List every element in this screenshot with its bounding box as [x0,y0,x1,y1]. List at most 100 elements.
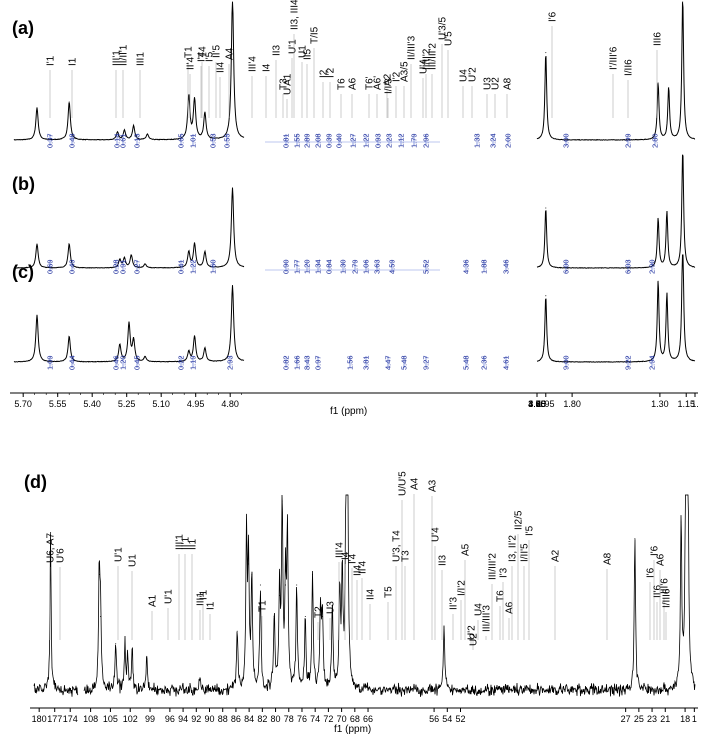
x-tick-label: 88 [218,714,228,724]
x-tick-label: 92 [191,714,201,724]
integral-value: 1.22 [189,259,198,274]
peak-label: T3 [279,78,290,90]
spectrum-peak [98,574,100,575]
peak-label: I3, II'2 [508,535,519,562]
integral-value: 2.23 [385,133,394,148]
spectrum-peak [246,538,247,540]
integral-value: 0.14 [113,133,122,148]
spectrum-trace [33,533,79,697]
spectrum-peak [232,285,233,286]
spectrum-peak [133,125,135,127]
x-tick-label: 78 [284,714,294,724]
peak-label: I2 [319,69,330,78]
x-tick-label: 86 [231,714,241,724]
peak-label: II/II'1 [119,44,130,66]
integral-value: 1.20 [119,355,128,370]
spectrum-peak [236,630,238,632]
integral-value: 0.69 [46,259,55,274]
x-tick-label: 180 [32,714,47,724]
integral-value: 2.94 [648,355,657,370]
top-x-axis: 5.70 5.55 5.40 5.25 5.10 4.95 4.80 4.654.504.35… [10,392,699,409]
peak-label: I1 [206,601,217,610]
integral-value: 0.39 [325,133,334,148]
integral-value: 0.27 [133,259,142,274]
spectrum-peak [100,616,101,617]
integral-value: 1.20 [303,259,312,274]
integral-value: 2.96 [422,133,431,148]
spectrum-peak [194,336,196,337]
x-tick-label: 52 [456,714,466,724]
integral-value: 0.84 [325,259,334,274]
spectrum-peak [657,217,659,219]
peak-label: II/II'2 [422,48,433,70]
x-tick-label: 174 [63,714,78,724]
x-tick-label: 108 [83,714,98,724]
spectrum-peak [304,616,306,617]
integral-value: 9.00 [562,355,571,370]
spectrum-peak [682,254,684,256]
spectrum-peak [144,263,146,265]
integral-value: 1.66 [293,355,302,370]
peak-label: III'6 [660,578,671,594]
integral-value: 0.41 [177,259,186,274]
integral-value: 6.03 [624,259,633,274]
x-tick-label: 4.95 [187,399,205,409]
x-tick-label: 5.40 [83,399,101,409]
spectrum-peak [251,574,253,575]
spectrum-peak [259,584,261,586]
x-tick-label: 177 [47,714,62,724]
integral-value: 0.93 [374,133,383,148]
x-tick-label: 70 [337,714,347,724]
integral-value: 0.37 [46,133,55,148]
bottom-axis-title: f1 (ppm) [334,724,371,735]
integral-value: 1.19 [189,355,198,370]
spectrum-trace [83,494,696,697]
panel-b-letter: (b) [12,174,35,194]
integral-value: 2.08 [314,133,323,148]
integral-value: 0.46 [112,355,121,370]
spectrum-peak [199,679,201,680]
peak-label: I'4 [348,553,359,564]
integral-value: 1.55 [293,133,302,148]
peak-label: U'4 [431,527,442,542]
spectrum-peak [194,99,196,101]
spectrum-peak [312,574,313,575]
integral-value: 2.79 [351,259,360,274]
peak-label: A6' [373,76,384,90]
integral-value: 0.22 [177,355,186,370]
spectrum-peak [545,207,547,209]
x-tick-label: 3.75 [528,399,546,409]
spectrum-peak [685,494,687,496]
peak-label: A5 [461,543,472,556]
integral-value: 1.27 [349,133,358,148]
x-tick-label: 80 [271,714,281,724]
integral-value: 1.79 [410,133,419,148]
peak-label: II'4 [186,57,197,70]
integral-value: 5.48 [400,355,409,370]
x-tick-label: 102 [123,714,138,724]
peak-label: U'6 [56,548,67,563]
peak-label: T6' [365,76,376,90]
peak-label: II'4 [358,561,369,574]
peak-label: U'1 [164,589,175,604]
peak-label: I/II'5 [520,543,531,562]
x-tick-label: 5.10 [152,399,170,409]
peak-label: I'/III'6 [609,46,620,70]
x-tick-label: 5.55 [49,399,67,409]
peak-label: II4 [216,61,227,73]
spectrum-peak [194,243,196,245]
peak-label: II4 [366,588,377,600]
peak-label: A6 [348,77,359,90]
spectrum-peak [634,538,636,540]
integral-value: 0.13 [133,133,142,148]
peak-label: II'6 [653,585,664,598]
x-tick-label: 27 [621,714,631,724]
x-tick-label: 25 [634,714,644,724]
integral-value: 2.89 [303,133,312,148]
integral-value: 0.81 [282,133,291,148]
integral-value: 1.88 [480,259,489,274]
spectrum-peak [682,154,684,156]
peak-label: I'3 [499,567,510,578]
spectrum-peak [50,532,52,533]
panel-c-letter: (c) [12,262,34,282]
